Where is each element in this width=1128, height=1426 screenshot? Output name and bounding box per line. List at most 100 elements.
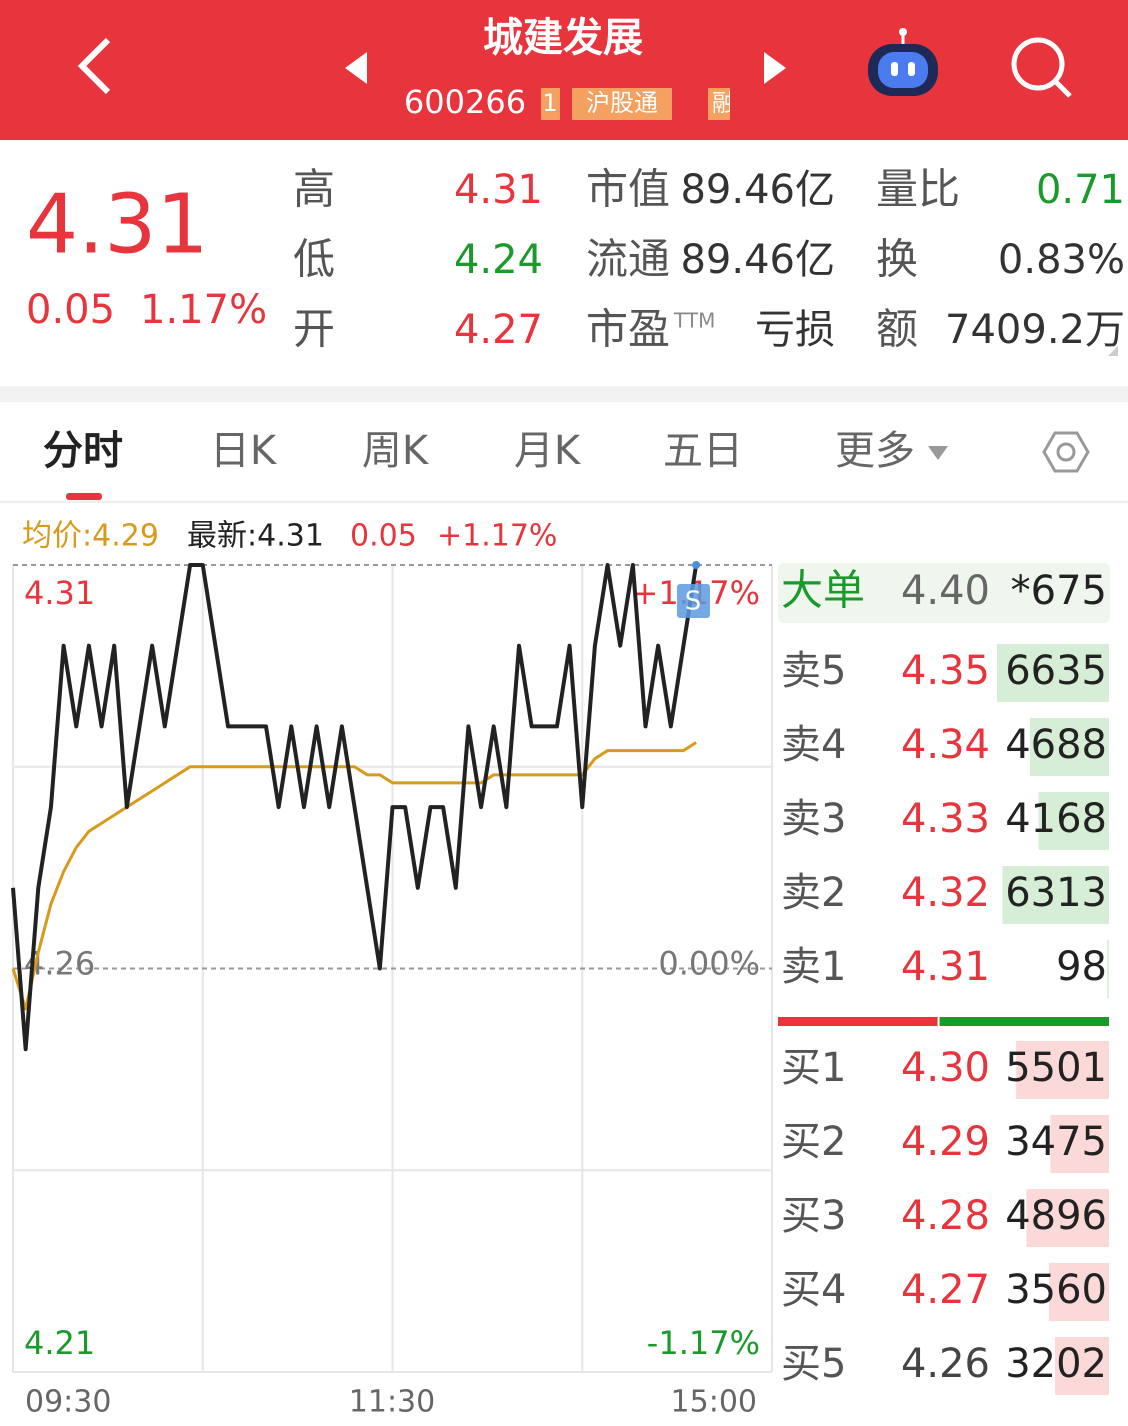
back-button[interactable] bbox=[77, 37, 111, 95]
tab[interactable]: 日K bbox=[210, 428, 278, 474]
settings-icon[interactable] bbox=[1042, 431, 1090, 473]
volume-bar bbox=[1026, 1189, 1109, 1247]
x-tick-label: 15:00 bbox=[671, 1385, 757, 1420]
level-price: 4.34 bbox=[901, 722, 990, 768]
stat-label: 量比 bbox=[876, 165, 960, 214]
level-label: 买3 bbox=[781, 1193, 846, 1239]
level-volume: 6635 bbox=[1005, 648, 1107, 694]
x-tick-label: 09:30 bbox=[25, 1385, 111, 1420]
level-price: 4.28 bbox=[901, 1193, 990, 1239]
legend-item: 0.05 bbox=[350, 519, 417, 554]
badge-bg bbox=[541, 88, 560, 120]
volume-bar bbox=[1038, 792, 1109, 850]
level-volume: 5501 bbox=[1005, 1045, 1107, 1091]
stat-value: 4.27 bbox=[454, 307, 543, 353]
level-volume: 6313 bbox=[1005, 870, 1107, 916]
level-label: 卖3 bbox=[781, 796, 846, 842]
stat-label: 额 bbox=[876, 305, 918, 354]
stat-value: 0.71 bbox=[1036, 167, 1125, 213]
legend-item: 均价:4.29 bbox=[22, 519, 159, 554]
big-order-label: 大单 bbox=[781, 566, 865, 615]
level-label: 买4 bbox=[781, 1267, 846, 1313]
level-label: 卖1 bbox=[781, 944, 846, 990]
stat-value: 亏损 bbox=[755, 307, 835, 353]
badge-bg bbox=[572, 88, 672, 120]
big-order-volume: *675 bbox=[1011, 568, 1107, 614]
separator bbox=[0, 386, 1128, 402]
stat-value: 4.31 bbox=[454, 167, 543, 213]
volume-bar bbox=[1054, 1337, 1109, 1395]
volume-bar bbox=[1016, 1041, 1109, 1099]
level-volume: 4168 bbox=[1005, 796, 1107, 842]
pct-tick-label: -1.17% bbox=[647, 1324, 760, 1362]
search-icon[interactable] bbox=[1011, 37, 1072, 98]
tab[interactable]: 分时 bbox=[43, 428, 123, 474]
level-volume: 3475 bbox=[1005, 1119, 1107, 1165]
badge-bg bbox=[708, 88, 730, 120]
stat-value: 4.24 bbox=[454, 237, 543, 283]
stat-value: 89.46亿 bbox=[680, 167, 835, 213]
price-line bbox=[11, 563, 699, 1052]
assistant-icon[interactable] bbox=[868, 28, 938, 96]
level-volume: 4896 bbox=[1005, 1193, 1107, 1239]
stat-value: 89.46亿 bbox=[680, 237, 835, 283]
prev-stock[interactable] bbox=[345, 52, 367, 84]
stock-name: 城建发展 bbox=[483, 15, 643, 61]
top-bar bbox=[0, 0, 1128, 140]
tab-underline bbox=[66, 493, 102, 500]
expand-corner[interactable] bbox=[1108, 346, 1118, 356]
level-label: 买5 bbox=[781, 1341, 846, 1387]
last-price: 4.31 bbox=[26, 177, 209, 272]
stat-label: 市盈 bbox=[586, 305, 670, 354]
legend-item: 最新:4.31 bbox=[187, 519, 324, 554]
stat-sup: TTM bbox=[673, 309, 715, 333]
stock-code: 600266 bbox=[404, 83, 526, 121]
big-order-price: 4.40 bbox=[901, 568, 990, 614]
level-volume: 4688 bbox=[1005, 722, 1107, 768]
next-stock[interactable] bbox=[764, 52, 786, 84]
stat-label: 高 bbox=[293, 165, 335, 214]
last-point bbox=[692, 561, 701, 569]
level-price: 4.29 bbox=[901, 1119, 990, 1165]
level-price: 4.31 bbox=[901, 944, 990, 990]
tab[interactable]: 周K bbox=[362, 428, 430, 474]
change: 0.05 bbox=[26, 287, 115, 333]
badge: 沪股通 bbox=[586, 89, 658, 117]
tab[interactable]: 月K bbox=[514, 428, 582, 474]
pct-tick-label: 0.00% bbox=[658, 945, 760, 983]
level-label: 卖4 bbox=[781, 722, 846, 768]
volume-bar bbox=[1050, 1115, 1109, 1173]
stat-value: 0.83% bbox=[998, 237, 1125, 283]
level-price: 4.33 bbox=[901, 796, 990, 842]
legend-item: +1.17% bbox=[437, 519, 557, 554]
level-price: 4.32 bbox=[901, 870, 990, 916]
tab[interactable]: 五日 bbox=[663, 428, 743, 474]
level-label: 买2 bbox=[781, 1119, 846, 1165]
level-volume: 3560 bbox=[1005, 1267, 1107, 1313]
volume-bar bbox=[1029, 718, 1109, 776]
sell-ratio bbox=[939, 1017, 1109, 1026]
level-price: 4.30 bbox=[901, 1045, 990, 1091]
level-volume: 98 bbox=[1056, 944, 1107, 990]
change-pct: 1.17% bbox=[140, 287, 267, 333]
buy-ratio bbox=[778, 1017, 938, 1026]
level-price: 4.35 bbox=[901, 648, 990, 694]
stat-value: 7409.2万 bbox=[945, 307, 1125, 353]
level-price: 4.27 bbox=[901, 1267, 990, 1313]
tab[interactable]: 更多 bbox=[835, 428, 915, 474]
y-tick-label: 4.21 bbox=[24, 1324, 95, 1362]
badge: 融 bbox=[712, 89, 736, 117]
volume-bar bbox=[1107, 940, 1109, 998]
badge-number: 1 bbox=[542, 89, 557, 117]
trade-marker-bg bbox=[677, 584, 710, 618]
stat-label: 开 bbox=[293, 305, 335, 354]
volume-bar bbox=[997, 644, 1109, 702]
level-label: 卖2 bbox=[781, 870, 846, 916]
volume-bar bbox=[1002, 866, 1109, 924]
stat-label: 换 bbox=[876, 235, 918, 284]
trade-marker: S bbox=[685, 587, 702, 617]
level-label: 卖5 bbox=[781, 648, 846, 694]
stat-label: 市值 bbox=[586, 165, 670, 214]
